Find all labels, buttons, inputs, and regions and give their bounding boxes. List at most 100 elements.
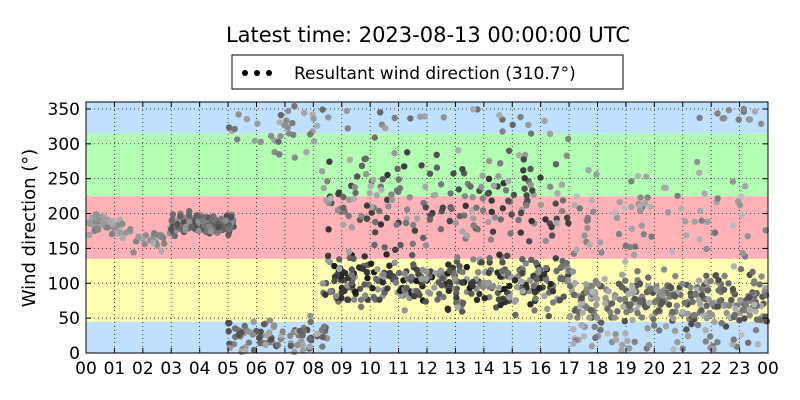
x-tick-label: 16 [530, 359, 552, 379]
x-tick-label: 08 [303, 359, 325, 379]
x-tick-label: 06 [246, 359, 268, 379]
data-point [277, 133, 284, 140]
data-point [631, 338, 638, 346]
data-point [523, 192, 530, 199]
data-point [361, 281, 368, 288]
data-point [637, 298, 644, 306]
data-point [439, 275, 446, 282]
y-tick-label: 150 [48, 239, 80, 259]
data-point [485, 269, 493, 277]
data-point [417, 113, 424, 120]
data-point [702, 327, 709, 334]
data-point [526, 238, 533, 245]
data-point [588, 197, 595, 204]
data-point [579, 309, 586, 316]
data-point [631, 243, 639, 250]
data-point [325, 114, 332, 121]
data-point [556, 297, 563, 304]
data-point [537, 201, 545, 208]
data-point [369, 285, 376, 292]
data-point [291, 103, 298, 110]
data-point [716, 297, 724, 305]
data-point [260, 321, 268, 328]
data-point [334, 207, 341, 214]
data-point [698, 217, 705, 224]
data-point [588, 282, 596, 290]
data-point [519, 256, 526, 263]
data-point [612, 331, 619, 338]
data-point [614, 308, 621, 315]
data-point [426, 290, 434, 297]
data-point [478, 259, 485, 266]
data-point [267, 336, 275, 343]
data-point [267, 132, 275, 140]
data-point [522, 260, 530, 267]
data-point [489, 283, 497, 290]
legend: Resultant wind direction (310.7°) [231, 54, 624, 90]
data-point [714, 338, 721, 346]
data-point [647, 203, 654, 211]
data-point [141, 241, 148, 248]
data-point [332, 293, 340, 300]
data-point [545, 312, 552, 320]
data-point [168, 217, 175, 224]
data-point [720, 286, 728, 293]
data-point [394, 165, 401, 172]
data-point [696, 114, 703, 122]
data-point [488, 197, 495, 204]
data-point [521, 185, 528, 192]
data-point [486, 255, 493, 262]
data-point [707, 278, 714, 285]
data-point [671, 293, 679, 300]
data-point [410, 261, 417, 268]
data-point [378, 186, 385, 193]
data-point [363, 215, 371, 222]
data-point [640, 231, 647, 238]
data-point [186, 212, 193, 219]
data-point [737, 296, 744, 304]
data-point [564, 276, 572, 284]
data-point [462, 202, 469, 209]
x-tick-label: 01 [104, 359, 126, 379]
data-point [565, 220, 572, 227]
data-point [569, 268, 577, 275]
data-point [422, 242, 430, 249]
data-point [725, 106, 733, 114]
data-point [628, 225, 636, 232]
data-point [715, 276, 722, 284]
data-point [404, 149, 411, 156]
data-point [445, 279, 452, 286]
data-point [751, 301, 758, 308]
data-point [431, 284, 438, 291]
data-point [474, 269, 482, 276]
data-point [681, 299, 688, 307]
data-point [362, 155, 369, 162]
data-point [566, 313, 574, 321]
data-point [324, 257, 332, 264]
x-tick-label: 14 [473, 359, 495, 379]
data-point [729, 285, 737, 293]
data-point [336, 256, 343, 263]
data-point [117, 229, 124, 237]
data-point [505, 147, 513, 154]
data-point [629, 284, 636, 291]
data-point [554, 190, 561, 197]
data-point [586, 241, 593, 248]
data-point [570, 340, 577, 347]
data-point [597, 319, 605, 326]
data-point [207, 228, 214, 235]
data-point [324, 178, 331, 185]
x-tick-label: 00 [757, 359, 779, 379]
data-point [340, 221, 347, 228]
data-point [383, 214, 391, 222]
data-point [372, 229, 379, 236]
data-point [379, 176, 386, 183]
data-point [660, 266, 668, 273]
data-point [673, 302, 680, 309]
data-point [401, 307, 408, 314]
data-point [422, 183, 429, 190]
data-point [384, 196, 391, 203]
data-point [552, 255, 559, 262]
data-point [644, 325, 651, 332]
data-point [241, 322, 248, 330]
